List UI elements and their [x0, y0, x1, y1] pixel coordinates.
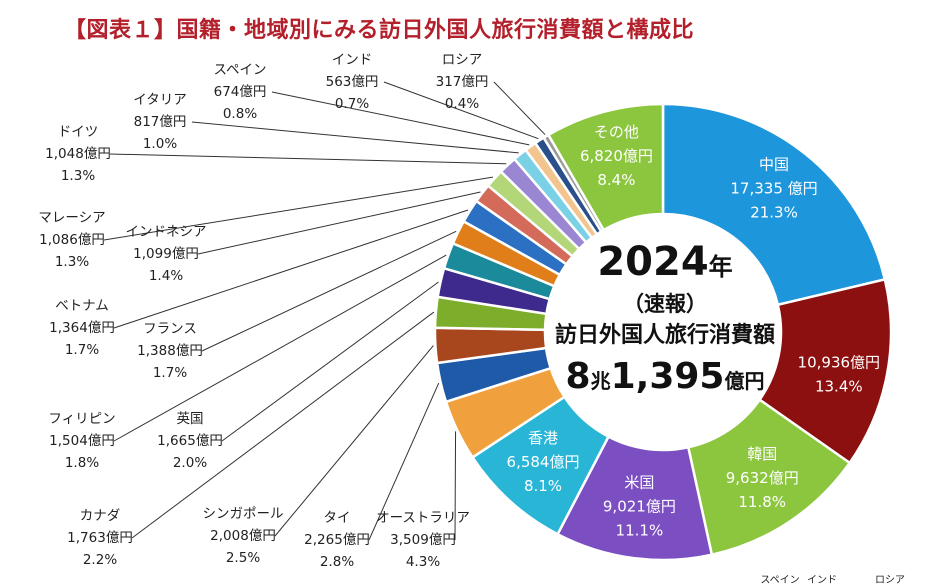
slice-label-value-8: 1,763億円	[67, 530, 133, 546]
leader-line-10	[113, 254, 447, 442]
slice-label-name-14: マレーシア	[38, 210, 105, 226]
slice-label-share-0: 21.3%	[750, 204, 798, 222]
slice-label-name-16: イタリア	[133, 92, 186, 108]
slice-label-share-10: 1.8%	[65, 455, 99, 471]
leader-line-8	[131, 311, 435, 539]
leader-line-14	[103, 176, 494, 241]
leader-line-15	[109, 153, 507, 165]
chart-title: 【図表１】国籍・地域別にみる訪日外国人旅行消費額と構成比	[64, 18, 695, 43]
leader-line-19	[493, 81, 546, 135]
slice-label-share-16: 1.0%	[143, 136, 177, 152]
slice-label-share-17: 0.8%	[223, 106, 257, 122]
slice-label-value-4: 6,584億円	[507, 453, 580, 471]
center-summary: 2024年 （速報） 訪日外国人旅行消費額 8兆1,395億円	[520, 240, 810, 405]
slice-label-value-10: 1,504億円	[49, 433, 115, 449]
slice-label-value-7: 2,008億円	[210, 528, 276, 544]
center-year: 2024年	[597, 239, 733, 285]
center-preliminary: （速報）	[623, 292, 707, 316]
slice-label-share-18: 0.7%	[335, 96, 369, 112]
slice-label-name-13: インドネシア	[126, 224, 207, 240]
slice-label-value-11: 1,388億円	[137, 343, 203, 359]
slice-label-share-11: 1.7%	[153, 365, 187, 381]
slice-label-name-5: オーストラリア	[376, 510, 470, 526]
slice-label-share-20: 8.4%	[597, 171, 635, 189]
donut-slice-20	[546, 102, 665, 232]
slice-label-name-4: 香港	[528, 429, 558, 447]
slice-label-share-9: 2.0%	[173, 455, 207, 471]
slice-label-name-12: ベトナム	[55, 298, 109, 314]
slice-label-value-20: 6,820億円	[580, 147, 653, 165]
donut-slice-0	[661, 102, 887, 307]
slice-label-value-12: 1,364億円	[49, 320, 115, 336]
leader-line-18	[383, 81, 539, 140]
slice-label-name-11: フランス	[143, 321, 197, 337]
slice-label-share-12: 1.7%	[65, 342, 99, 358]
slice-label-value-17: 674億円	[214, 84, 267, 100]
leader-line-16	[191, 121, 519, 154]
leader-line-17	[271, 91, 530, 146]
slice-label-share-8: 2.2%	[83, 552, 117, 568]
slice-label-name-18: インド	[332, 52, 373, 68]
slice-label-value-16: 817億円	[134, 114, 187, 130]
leader-line-12	[113, 209, 469, 329]
slice-label-value-0: 17,335 億円	[730, 180, 817, 198]
slice-label-name-9: 英国	[177, 410, 204, 427]
slice-label-value-3: 9,021億円	[603, 497, 676, 515]
slice-label-share-6: 2.8%	[320, 554, 354, 570]
leader-line-11	[201, 230, 457, 352]
slice-label-name-6: タイ	[324, 510, 351, 526]
slice-label-value-13: 1,099億円	[133, 246, 199, 262]
leader-line-6	[368, 382, 440, 541]
slice-label-share-15: 1.3%	[61, 168, 95, 184]
slice-label-name-0: 中国	[759, 156, 789, 174]
leader-line-5	[454, 431, 457, 541]
slice-label-value-14: 1,086億円	[39, 232, 105, 248]
slice-label-value-19: 317億円	[436, 74, 489, 90]
slice-label-name-19: ロシア	[442, 52, 483, 68]
slice-label-value-2: 9,632億円	[726, 469, 799, 487]
slice-label-share-13: 1.4%	[149, 268, 183, 284]
slice-label-share-5: 4.3%	[406, 554, 440, 570]
footer-label-2: ロシア	[875, 575, 905, 586]
slice-label-value-18: 563億円	[326, 74, 379, 90]
center-total: 8兆1,395億円	[565, 356, 765, 397]
slice-label-value-6: 2,265億円	[304, 532, 370, 548]
leader-line-7	[274, 345, 434, 537]
slice-label-name-2: 韓国	[747, 445, 777, 463]
leader-line-9	[221, 281, 439, 442]
slice-label-value-1: 10,936億円	[798, 354, 881, 372]
slice-label-share-7: 2.5%	[226, 550, 260, 566]
footer-label-0: スペイン	[760, 575, 799, 586]
slice-label-share-14: 1.3%	[55, 254, 89, 270]
slice-label-name-20: その他	[594, 123, 639, 141]
slice-label-name-15: ドイツ	[58, 124, 99, 140]
slice-label-share-4: 8.1%	[524, 477, 562, 495]
slice-label-value-15: 1,048億円	[45, 146, 111, 162]
slice-label-name-7: シンガポール	[203, 506, 284, 522]
leader-line-13	[197, 191, 481, 255]
slice-label-value-9: 1,665億円	[157, 433, 223, 449]
slice-label-name-3: 米国	[624, 473, 654, 491]
slice-label-value-5: 3,509億円	[390, 532, 456, 548]
slice-label-share-2: 11.8%	[738, 493, 786, 511]
slice-label-share-19: 0.4%	[445, 96, 479, 112]
slice-label-name-8: カナダ	[80, 508, 121, 524]
center-label: 訪日外国人旅行消費額	[554, 323, 775, 348]
slice-label-name-17: スペイン	[213, 62, 266, 78]
slice-label-share-1: 13.4%	[815, 378, 863, 396]
footer-label-1: インド	[807, 575, 837, 586]
slice-label-share-3: 11.1%	[616, 521, 664, 539]
slice-label-name-10: フィリピン	[48, 411, 115, 427]
